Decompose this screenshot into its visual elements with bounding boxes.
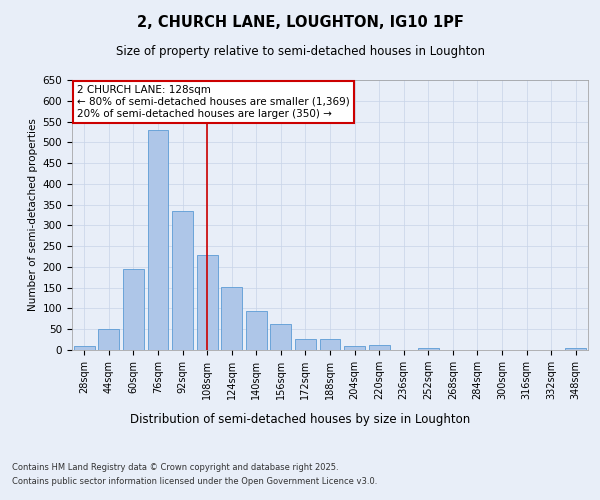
- Bar: [148, 130, 169, 350]
- Text: Distribution of semi-detached houses by size in Loughton: Distribution of semi-detached houses by …: [130, 412, 470, 426]
- Bar: [295, 339, 316, 350]
- Bar: [344, 346, 365, 350]
- Bar: [320, 339, 340, 350]
- Bar: [418, 348, 439, 350]
- Bar: [271, 324, 292, 350]
- Bar: [123, 269, 144, 350]
- Text: 2 CHURCH LANE: 128sqm
← 80% of semi-detached houses are smaller (1,369)
20% of s: 2 CHURCH LANE: 128sqm ← 80% of semi-deta…: [77, 86, 350, 118]
- Text: Contains HM Land Registry data © Crown copyright and database right 2025.: Contains HM Land Registry data © Crown c…: [12, 462, 338, 471]
- Text: Contains public sector information licensed under the Open Government Licence v3: Contains public sector information licen…: [12, 478, 377, 486]
- Text: 2, CHURCH LANE, LOUGHTON, IG10 1PF: 2, CHURCH LANE, LOUGHTON, IG10 1PF: [137, 15, 463, 30]
- Bar: [172, 211, 193, 350]
- Bar: [368, 344, 389, 350]
- Bar: [246, 310, 267, 350]
- Bar: [197, 256, 218, 350]
- Bar: [221, 287, 242, 350]
- Text: Size of property relative to semi-detached houses in Loughton: Size of property relative to semi-detach…: [115, 45, 485, 58]
- Y-axis label: Number of semi-detached properties: Number of semi-detached properties: [28, 118, 38, 312]
- Bar: [565, 348, 586, 350]
- Bar: [74, 346, 95, 350]
- Bar: [98, 329, 119, 350]
